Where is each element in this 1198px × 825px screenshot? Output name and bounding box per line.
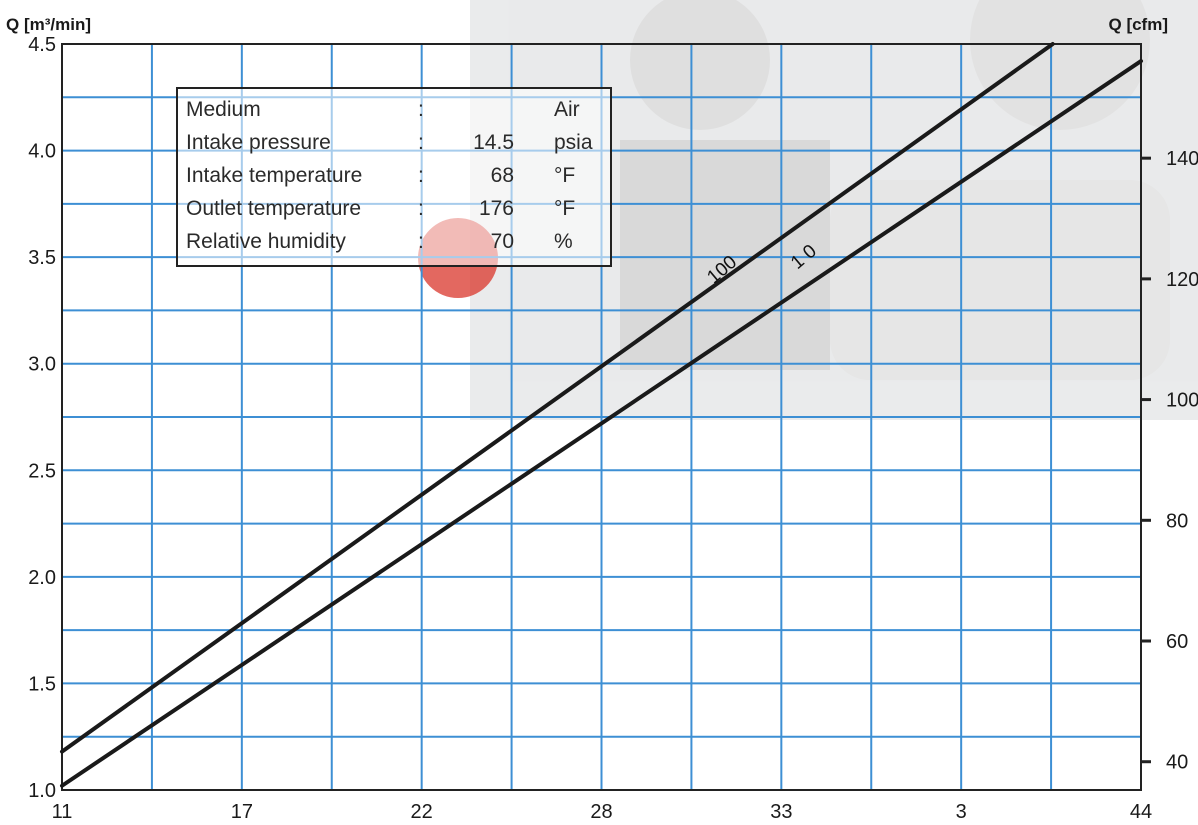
- plot-frame: [61, 43, 1142, 791]
- y-tick-label-left: 2.0: [28, 567, 56, 589]
- condition-value: 14.5: [473, 131, 514, 154]
- y-tick-label-left: 2.5: [28, 460, 56, 482]
- condition-row: Intake pressure: 14.5 psia: [178, 128, 610, 158]
- condition-label: Outlet temperature: [186, 197, 362, 220]
- y-tick-label-right: 80: [1166, 510, 1188, 532]
- condition-unit: %: [554, 230, 573, 253]
- y-tick-label-right: 120: [1166, 269, 1198, 291]
- x-tick-label: 28: [590, 801, 612, 823]
- operating-conditions-box: Medium: Air Intake pressure:14.5 psia Intake…: [176, 87, 612, 267]
- condition-row: Relative humidity: 70%: [178, 227, 610, 257]
- condition-colon: :: [418, 164, 424, 187]
- condition-unit: °F: [554, 164, 576, 187]
- condition-colon: :: [418, 98, 424, 121]
- condition-value: 176: [478, 197, 514, 220]
- y-tick-label-left: 3.5: [28, 247, 56, 269]
- condition-value: 70: [490, 230, 514, 253]
- x-tick-label: 17: [231, 801, 253, 823]
- condition-row: Medium: Air: [178, 95, 610, 125]
- condition-colon: :: [418, 131, 424, 154]
- condition-label: Relative humidity: [186, 230, 346, 253]
- condition-row: Intake temperature: 68 °F: [178, 161, 610, 191]
- condition-colon: :: [418, 197, 424, 220]
- y-tick-label-right: 100: [1166, 390, 1198, 412]
- condition-colon: :: [418, 230, 424, 253]
- condition-unit: °F: [554, 197, 576, 220]
- condition-row: Outlet temperature: 176 °F: [178, 194, 610, 224]
- x-tick-label: 3: [956, 801, 967, 823]
- y-tick-label-left: 1.5: [28, 673, 56, 695]
- y-tick-label-right: 40: [1166, 752, 1188, 774]
- y-tick-label-left: 3.0: [28, 354, 56, 376]
- series-line: [60, 59, 1143, 788]
- x-tick-label: 11: [52, 801, 73, 823]
- condition-label: Intake temperature: [186, 164, 363, 187]
- condition-unit: Air: [554, 98, 580, 121]
- condition-unit: psia: [554, 131, 593, 154]
- y-axis-label-left: Q [m³/min]: [6, 15, 91, 34]
- y-tick-label-left: 4.0: [28, 141, 56, 163]
- series-line: [60, 42, 1055, 754]
- y-axis-label-right: Q [cfm]: [1109, 15, 1169, 34]
- x-tick-label: 33: [770, 801, 792, 823]
- x-tick-label: 22: [411, 801, 433, 823]
- condition-label: Intake pressure: [186, 131, 331, 154]
- y-tick-label-right: 140: [1166, 148, 1198, 170]
- x-tick-label: 44: [1130, 801, 1152, 823]
- y-tick-label-right: 60: [1166, 631, 1188, 653]
- y-tick-label-left: 1.0: [28, 780, 56, 802]
- y-tick-label-left: 4.5: [28, 34, 56, 56]
- condition-value: 68: [490, 164, 514, 187]
- condition-label: Medium: [186, 98, 261, 121]
